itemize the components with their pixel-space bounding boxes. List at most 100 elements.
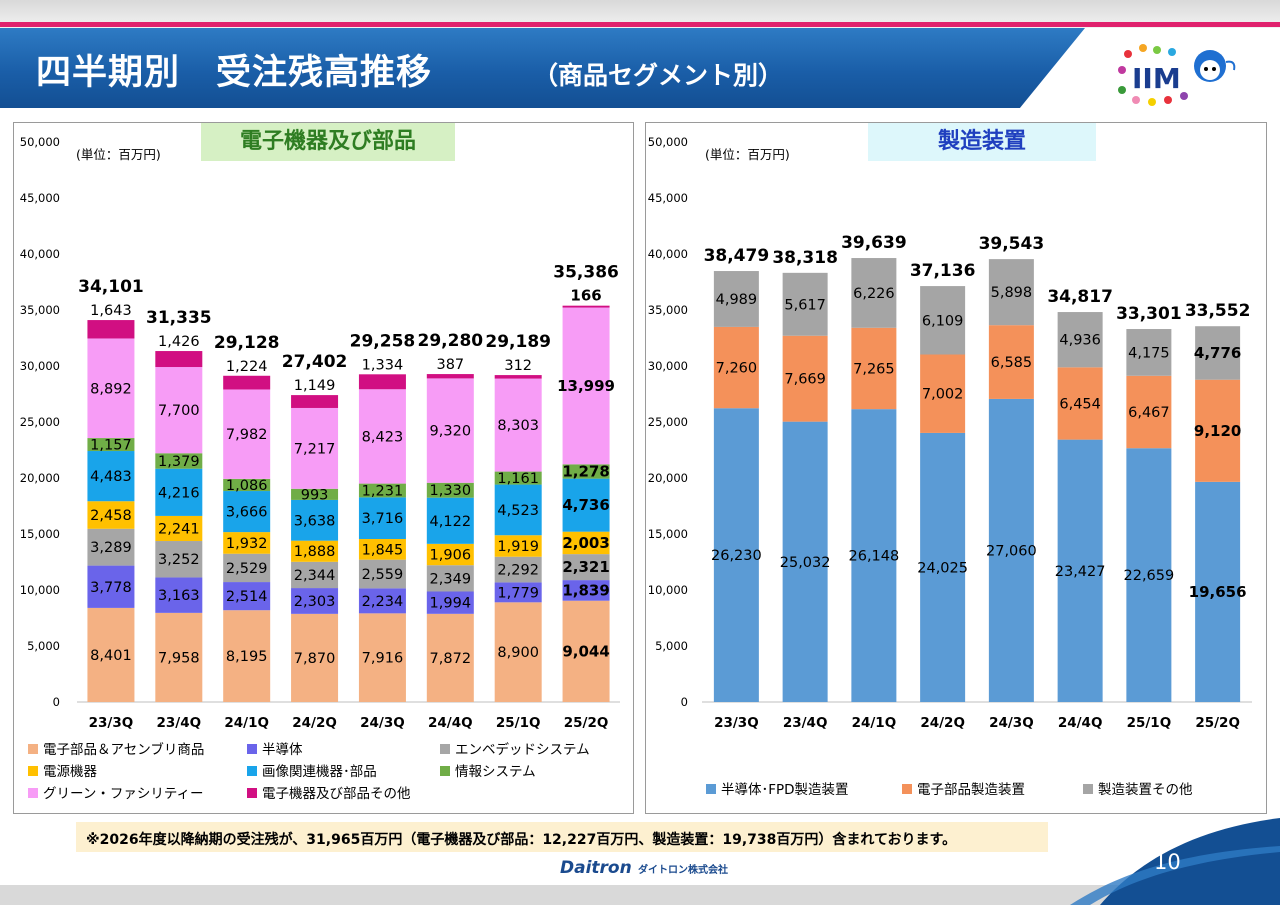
y-tick-label: 0 — [681, 695, 688, 709]
bar-segment — [1126, 448, 1172, 702]
total-label: 33,301 — [1116, 304, 1182, 324]
footer-corner-shape — [1070, 818, 1280, 905]
x-tick-label: 23/3Q — [89, 715, 134, 731]
data-label: 4,483 — [90, 469, 132, 485]
legend-label: 電源機器 — [43, 764, 97, 780]
data-label: 22,659 — [1124, 568, 1175, 584]
data-label: 4,175 — [1128, 345, 1170, 361]
bar-segment — [291, 488, 339, 500]
bar-segment — [291, 499, 339, 541]
data-label: 4,122 — [430, 514, 472, 530]
total-label: 39,639 — [841, 233, 907, 253]
x-tick-label: 25/1Q — [1127, 715, 1172, 731]
y-tick-label: 10,000 — [20, 583, 60, 597]
bar-segment — [1195, 481, 1241, 702]
bar-segment — [155, 453, 203, 469]
x-tick-label: 24/4Q — [1058, 715, 1103, 731]
data-label: 2,349 — [430, 571, 472, 587]
data-label: 19,656 — [1189, 583, 1247, 601]
unit-label: (単位：百万円) — [705, 147, 790, 162]
bar-segment — [562, 554, 610, 581]
bar-segment — [782, 421, 828, 702]
total-label: 34,101 — [78, 277, 144, 297]
bar-segment — [223, 553, 271, 583]
bar-segment — [223, 610, 271, 702]
manufacturing-chart: 製造装置 (単位：百万円) 0 5,000 10,000 15,000 20,000 25,0… — [648, 123, 1252, 798]
data-label: 6,454 — [1059, 396, 1101, 412]
data-label: 1,278 — [562, 462, 609, 480]
bar-segment — [562, 580, 610, 601]
bar-segment — [223, 478, 271, 492]
total-label: 38,479 — [704, 246, 770, 266]
bar-segment — [426, 482, 474, 498]
bar-segment — [358, 559, 406, 589]
data-label: 2,559 — [362, 567, 404, 583]
y-tick-label: 30,000 — [20, 359, 60, 373]
legend-label: 電子部品＆アセンブリ商品 — [43, 741, 204, 758]
bar-segment — [223, 375, 271, 390]
legend-swatch — [440, 744, 450, 754]
y-tick-label: 50,000 — [20, 135, 60, 149]
data-label: 2,241 — [158, 521, 200, 537]
chart-title: 電子機器及び部品 — [240, 128, 416, 154]
bar-segment — [494, 471, 542, 485]
total-label: 29,280 — [418, 331, 484, 351]
bar-segment — [713, 408, 759, 702]
bar-segment — [426, 613, 474, 702]
bar-segment — [782, 335, 828, 422]
data-label: 4,523 — [497, 503, 539, 519]
data-label: 2,292 — [497, 563, 539, 579]
data-label: 2,234 — [362, 594, 404, 610]
footnote: ※2026年度以降納期の受注残が、31,965百万円（電子機器及び部品：12,2… — [86, 832, 957, 848]
data-label: 2,303 — [294, 594, 336, 610]
bar-segment — [291, 395, 339, 408]
x-tick-label: 23/4Q — [783, 715, 828, 731]
data-label: 4,989 — [716, 292, 758, 308]
bar-segment — [782, 272, 828, 336]
footer-band — [0, 885, 1280, 905]
legend-swatch — [28, 788, 38, 798]
bar-segment — [988, 325, 1034, 399]
legend-swatch — [247, 788, 257, 798]
total-label: 29,128 — [214, 333, 280, 353]
y-tick-label: 40,000 — [20, 247, 60, 261]
data-label: 25,032 — [780, 555, 831, 571]
x-tick-label: 24/3Q — [360, 715, 405, 731]
data-label: 1,334 — [362, 357, 404, 373]
data-label: 3,778 — [90, 580, 132, 596]
bar-segment — [87, 501, 135, 529]
bar-segment — [223, 532, 271, 554]
note-box — [76, 822, 1048, 852]
total-label: 35,386 — [553, 263, 619, 283]
data-label: 1,643 — [90, 303, 132, 319]
x-tick-label: 24/2Q — [920, 715, 965, 731]
bar-segment — [87, 607, 135, 702]
bar-segment — [920, 432, 966, 702]
legend-label: 電子部品製造装置 — [917, 782, 1025, 798]
legend-label: 製造装置その他 — [1098, 782, 1193, 798]
bar-segment — [155, 515, 203, 542]
bar-segment — [87, 338, 135, 439]
bar-segment — [851, 409, 897, 702]
y-tick-label: 20,000 — [648, 471, 688, 485]
bar-segment — [291, 588, 339, 614]
y-tick-label: 25,000 — [20, 415, 60, 429]
data-label: 3,716 — [362, 511, 404, 527]
data-label: 3,666 — [226, 505, 268, 521]
y-tick-label: 45,000 — [648, 191, 688, 205]
data-label: 8,900 — [497, 645, 539, 661]
bar-segment — [494, 375, 542, 379]
electronics-chart-panel: 電子機器及び部品 (単位：百万円) 0 5,000 10,000 15,000 20,000… — [13, 122, 634, 814]
page-subtitle: （商品セグメント別） — [533, 61, 784, 90]
data-label: 387 — [436, 357, 464, 373]
bar-segment — [426, 374, 474, 379]
data-label: 7,870 — [294, 651, 336, 667]
bar-segment — [358, 483, 406, 498]
x-tick-label: 24/1Q — [852, 715, 897, 731]
bar-segment — [1057, 439, 1103, 702]
bar-segment — [494, 484, 542, 536]
data-label: 1,157 — [90, 438, 132, 454]
total-label: 29,189 — [485, 332, 551, 352]
y-tick-label: 15,000 — [20, 527, 60, 541]
data-label: 312 — [504, 358, 532, 374]
